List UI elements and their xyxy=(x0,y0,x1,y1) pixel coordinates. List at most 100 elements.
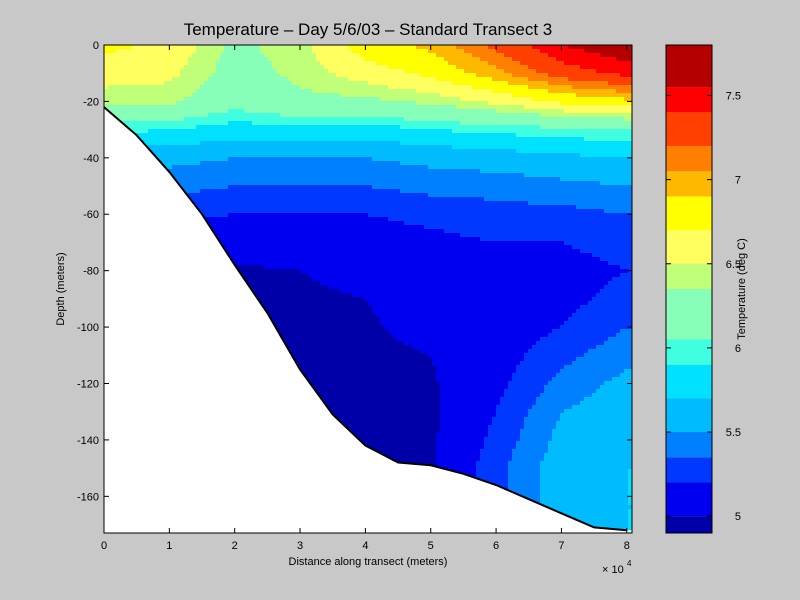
temperature-cell xyxy=(572,313,632,317)
temperature-cell xyxy=(584,49,632,53)
temperature-cell xyxy=(608,281,632,285)
temperature-cell xyxy=(508,493,540,497)
temperature-cell xyxy=(144,169,480,173)
temperature-cell xyxy=(580,65,632,69)
temperature-cell xyxy=(372,305,580,309)
temperature-cell xyxy=(464,69,504,73)
temperature-cell xyxy=(440,409,496,413)
temperature-cell xyxy=(104,177,560,181)
temperature-cell xyxy=(476,469,508,473)
temperature-cell xyxy=(600,385,632,389)
temperature-cell xyxy=(540,113,632,117)
x-tick-label: 0 xyxy=(101,540,107,552)
temperature-cell xyxy=(440,425,488,429)
temperature-cell xyxy=(372,309,576,313)
temperature-cell xyxy=(188,61,216,65)
y-axis: 0 -20 -40 -60 -80 -100 -120 -140 -160 xyxy=(77,40,632,503)
temperature-cell xyxy=(604,209,632,213)
temperature-cell xyxy=(508,469,540,473)
temperature-cell xyxy=(184,117,404,121)
temperature-cell xyxy=(540,393,592,397)
temperature-cell xyxy=(104,49,116,53)
temperature-cell xyxy=(556,373,620,377)
temperature-cell xyxy=(440,429,488,433)
temperature-cell xyxy=(264,265,620,269)
temperature-cell xyxy=(552,433,632,437)
temperature-cell xyxy=(512,373,556,377)
temperature-cell xyxy=(572,85,632,89)
x-tick-label: 2 xyxy=(232,540,238,552)
temperature-cell xyxy=(528,201,632,205)
temperature-cell xyxy=(548,81,608,85)
temperature-cell xyxy=(576,205,632,209)
temperature-cell xyxy=(508,461,540,465)
colorbar-level xyxy=(666,482,712,517)
temperature-cell xyxy=(508,81,548,85)
temperature-cell xyxy=(500,401,536,405)
temperature-cell xyxy=(496,409,528,413)
temperature-cell xyxy=(604,341,632,345)
temperature-cell xyxy=(168,293,352,297)
temperature-cell xyxy=(504,389,544,393)
temperature-cell xyxy=(516,445,548,449)
y-tick-label: -80 xyxy=(83,266,99,278)
temperature-cell xyxy=(260,45,312,49)
x-tick-label: 6 xyxy=(493,540,499,552)
temperature-cell xyxy=(440,421,492,425)
temperature-cell xyxy=(480,453,512,457)
temperature-cell xyxy=(440,393,504,397)
temperature-cell xyxy=(560,325,632,329)
temperature-cell xyxy=(104,69,180,73)
temperature-cell xyxy=(532,405,572,409)
temperature-cell xyxy=(484,445,516,449)
temperature-cell xyxy=(544,389,596,393)
temperature-cell xyxy=(608,261,632,265)
temperature-cell xyxy=(520,437,552,441)
temperature-cell xyxy=(496,109,564,113)
temperature-cell xyxy=(484,441,516,445)
colorbar-level xyxy=(666,339,712,365)
temperature-cell xyxy=(516,133,632,137)
temperature-cell xyxy=(512,453,544,457)
temperature-cell xyxy=(436,373,512,377)
temperature-cell xyxy=(104,249,580,253)
temperature-cell xyxy=(560,417,632,421)
temperature-cell xyxy=(548,73,620,77)
temperature-cell xyxy=(364,297,592,301)
temperature-cell xyxy=(104,253,592,257)
temperature-cell xyxy=(168,289,340,293)
temperature-cell xyxy=(504,53,548,57)
x-axis-multiplier: × 10 4 xyxy=(602,559,632,576)
temperature-cell xyxy=(540,509,628,513)
temperature-cell xyxy=(316,53,360,57)
temperature-cell xyxy=(524,357,576,361)
temperature-cell xyxy=(272,61,320,65)
temperature-cell xyxy=(536,401,580,405)
temperature-cell xyxy=(300,269,628,273)
temperature-cell xyxy=(540,497,628,501)
temperature-cell xyxy=(436,433,488,437)
temperature-cell xyxy=(548,53,600,57)
temperature-cell xyxy=(544,453,632,457)
temperature-cell xyxy=(560,101,632,105)
temperature-cell xyxy=(564,409,632,413)
temperature-cell xyxy=(312,45,348,49)
temperature-cell xyxy=(496,405,532,409)
temperature-cell xyxy=(416,45,456,49)
temperature-cell xyxy=(104,105,456,109)
temperature-cell xyxy=(436,465,476,469)
temperature-cell xyxy=(172,165,428,169)
temperature-cell xyxy=(216,69,276,73)
temperature-cell xyxy=(228,157,372,161)
temperature-cell xyxy=(524,425,556,429)
colorbar-tick-label: 7 xyxy=(735,175,741,187)
temperature-cell xyxy=(252,121,460,125)
temperature-cell xyxy=(540,473,628,477)
temperature-cell xyxy=(404,117,624,121)
temperature-cell xyxy=(184,97,380,101)
temperature-cell xyxy=(496,413,528,417)
temperature-cell xyxy=(480,57,512,61)
temperature-cell xyxy=(540,517,628,521)
temperature-cell xyxy=(448,61,488,65)
temperature-cell xyxy=(488,425,524,429)
